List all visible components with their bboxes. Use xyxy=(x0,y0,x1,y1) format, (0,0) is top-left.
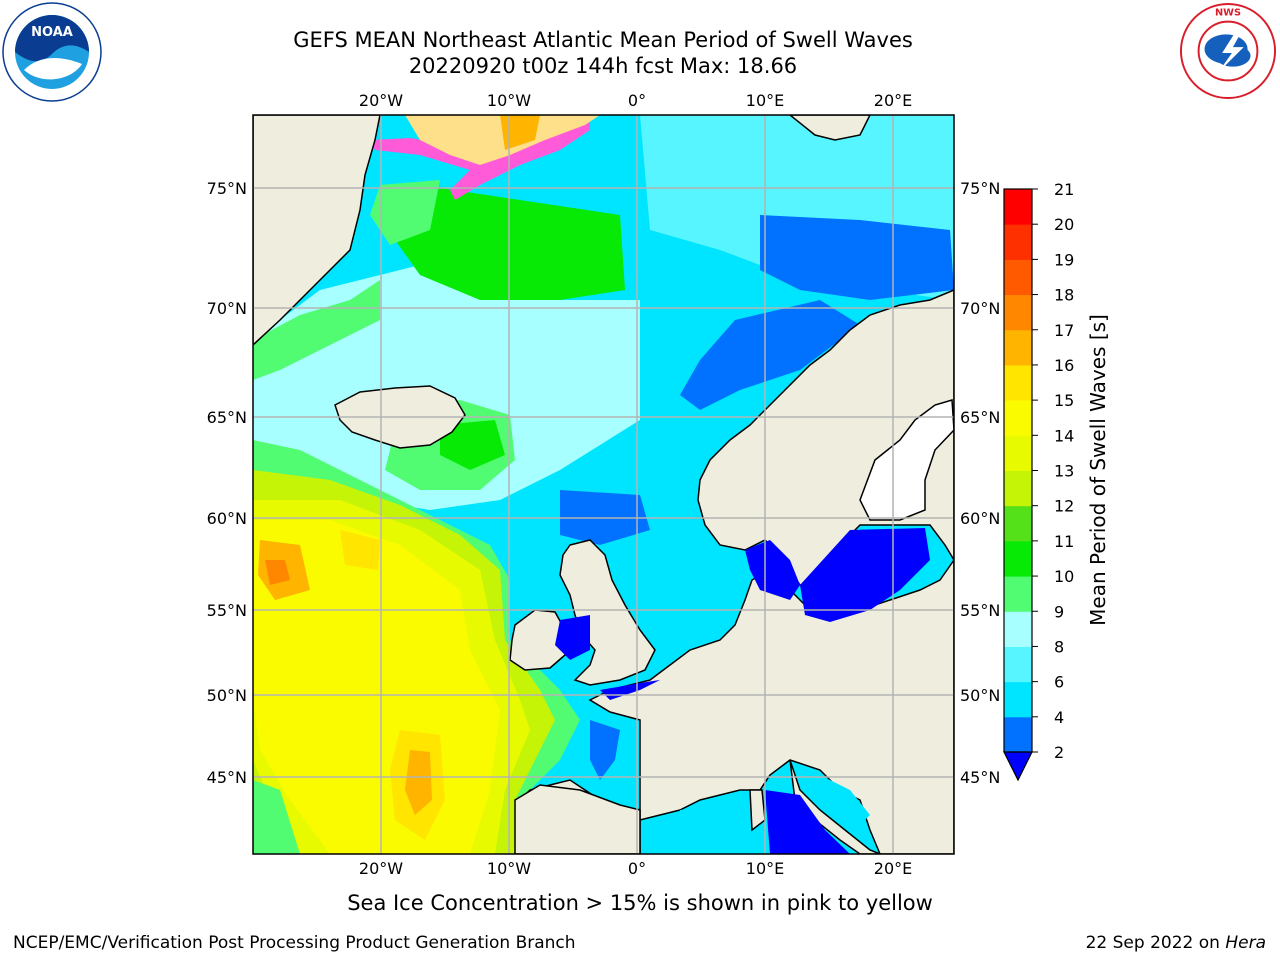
svg-text:NWS: NWS xyxy=(1215,8,1241,19)
nws-logo: NWS xyxy=(1179,2,1277,100)
chart-subtitle: 20220920 t00z 144h fcst Max: 18.66 xyxy=(408,54,798,78)
colorbar-swatch xyxy=(1004,576,1032,612)
lat-label-right: 75°N xyxy=(960,179,1000,198)
lat-label-right: 65°N xyxy=(960,408,1000,427)
colorbar-label: Mean Period of Swell Waves [s] xyxy=(1086,314,1110,626)
lat-label-left: 60°N xyxy=(207,509,247,528)
lat-label-right: 45°N xyxy=(960,768,1000,787)
colorbar-tick-label: 18 xyxy=(1054,286,1074,305)
colorbar-swatch xyxy=(1004,189,1032,225)
colorbar-tick-label: 15 xyxy=(1054,391,1074,410)
sea-ice-caption: Sea Ice Concentration > 15% is shown in … xyxy=(347,891,933,915)
lon-label-bottom: 20°W xyxy=(359,859,403,878)
colorbar-swatch xyxy=(1004,540,1032,577)
colorbar-tick-label: 12 xyxy=(1054,497,1074,516)
svg-text:NOAA: NOAA xyxy=(31,25,73,40)
colorbar-swatch xyxy=(1004,224,1032,260)
lat-label-right: 70°N xyxy=(960,299,1000,318)
colorbar-tick-label: 11 xyxy=(1054,532,1074,551)
colorbar-tick-label: 6 xyxy=(1054,673,1064,692)
lat-label-left: 70°N xyxy=(207,299,247,318)
lon-label-top: 10°E xyxy=(746,91,784,110)
footer-host: Hera xyxy=(1225,933,1266,953)
colorbar-extend-arrow xyxy=(1003,751,1033,782)
colorbar-swatch xyxy=(1004,646,1032,683)
colorbar-swatch xyxy=(1004,329,1032,366)
lon-label-top: 20°E xyxy=(874,91,912,110)
lat-label-right: 55°N xyxy=(960,601,1000,620)
colorbar-swatch xyxy=(1004,294,1032,331)
graticule xyxy=(253,115,954,854)
colorbar-swatch xyxy=(1004,716,1032,753)
lon-label-bottom: 0° xyxy=(628,859,646,878)
lon-label-top: 10°W xyxy=(487,91,531,110)
colorbar-tick-label: 13 xyxy=(1054,462,1074,481)
lon-label-bottom: 10°W xyxy=(487,859,531,878)
colorbar-tick-label: 21 xyxy=(1054,180,1074,199)
colorbar-swatch xyxy=(1004,611,1032,647)
lon-label-top: 20°W xyxy=(359,91,403,110)
map-plot-area xyxy=(253,115,954,854)
colorbar-tick-label: 9 xyxy=(1054,602,1064,621)
lon-label-bottom: 20°E xyxy=(874,859,912,878)
colorbar-tick-label: 2 xyxy=(1054,743,1064,762)
lat-label-left: 45°N xyxy=(207,768,247,787)
lat-label-right: 50°N xyxy=(960,686,1000,705)
colorbar: 2 4 6 8 9 10 11 12 13 14 15 16 17 18 19 20 21 xyxy=(1003,180,1074,782)
colorbar-swatch xyxy=(1004,435,1032,471)
lat-label-right: 60°N xyxy=(960,509,1000,528)
chart-title: GEFS MEAN Northeast Atlantic Mean Period… xyxy=(293,28,913,52)
colorbar-tick-label: 8 xyxy=(1054,637,1064,656)
lat-label-left: 65°N xyxy=(207,408,247,427)
colorbar-swatch xyxy=(1004,505,1032,542)
footer-date-text: 22 Sep 2022 on xyxy=(1085,933,1226,953)
noaa-logo: NOAA xyxy=(2,2,102,102)
lat-label-left: 55°N xyxy=(207,601,247,620)
colorbar-tick-label: 4 xyxy=(1054,708,1064,727)
colorbar-swatch xyxy=(1004,400,1032,436)
lon-label-bottom: 10°E xyxy=(746,859,784,878)
colorbar-tick-label: 19 xyxy=(1054,250,1074,269)
colorbar-tick-label: 14 xyxy=(1054,426,1074,445)
footer-date: 22 Sep 2022 on Hera xyxy=(1086,933,1266,953)
colorbar-tick-label: 17 xyxy=(1054,321,1074,340)
colorbar-swatch xyxy=(1004,364,1032,401)
colorbar-tick-label: 10 xyxy=(1054,567,1074,586)
colorbar-tick-label: 16 xyxy=(1054,356,1074,375)
lat-label-left: 50°N xyxy=(207,686,247,705)
colorbar-tick-label: 20 xyxy=(1054,215,1074,234)
map-frame xyxy=(252,114,955,855)
lon-label-top: 0° xyxy=(628,91,646,110)
colorbar-swatch xyxy=(1004,681,1032,718)
lat-label-left: 75°N xyxy=(207,179,247,198)
colorbar-swatch xyxy=(1004,259,1032,296)
footer-credit: NCEP/EMC/Verification Post Processing Pr… xyxy=(13,933,576,953)
colorbar-swatch xyxy=(1004,470,1032,507)
